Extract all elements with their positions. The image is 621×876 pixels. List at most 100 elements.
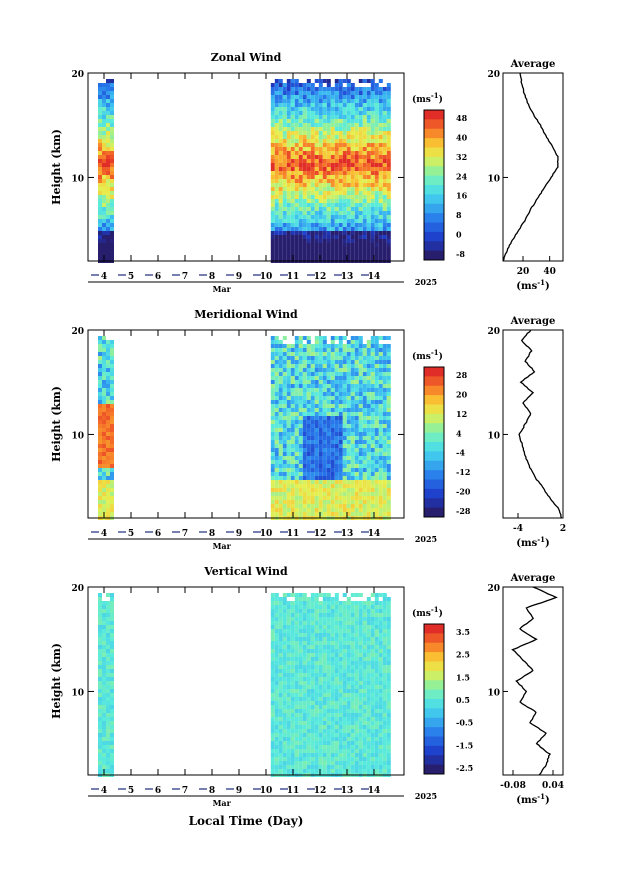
heatmap-cell (302, 464, 307, 468)
heatmap-cell (330, 103, 335, 107)
x-tick-label: 4 (101, 529, 107, 539)
heatmap-cell (298, 769, 303, 773)
heatmap-cell (294, 601, 299, 605)
heatmap-cell (110, 223, 114, 227)
heatmap-cell (98, 757, 102, 761)
heatmap-cell (370, 657, 375, 661)
heatmap-cell (362, 127, 367, 131)
heatmap-cell (346, 344, 351, 348)
heatmap-cell (326, 440, 331, 444)
heatmap-cell (330, 151, 335, 155)
heatmap-cell (370, 199, 375, 203)
heatmap-cell (270, 123, 275, 127)
heatmap-cell (106, 187, 110, 191)
heatmap-cell (270, 765, 275, 769)
heatmap-cell (310, 187, 315, 191)
profile-x-tick-label: -4 (513, 524, 523, 534)
heatmap-cell (362, 183, 367, 187)
heatmap-cell (98, 480, 102, 484)
heatmap-cell (314, 123, 319, 127)
heatmap-cell (282, 641, 287, 645)
heatmap-cell (290, 761, 295, 765)
heatmap-cell (346, 669, 351, 673)
heatmap-cell (274, 605, 279, 609)
heatmap-cell (106, 476, 110, 480)
heatmap-cell (110, 484, 114, 488)
heatmap-cell (294, 352, 299, 356)
heatmap-cell (306, 669, 311, 673)
heatmap-cell (338, 705, 343, 709)
heatmap-cell (98, 107, 102, 111)
heatmap-cell (310, 448, 315, 452)
heatmap-cell (98, 741, 102, 745)
heatmap-cell (302, 223, 307, 227)
colorbar-label: -20 (456, 487, 471, 497)
heatmap-cell (110, 199, 114, 203)
heatmap-cell (102, 223, 106, 227)
heatmap-cell (106, 199, 110, 203)
heatmap-cell (270, 468, 275, 472)
heatmap-cell (310, 191, 315, 195)
heatmap-cell (350, 384, 355, 388)
heatmap-cell (110, 725, 114, 729)
heatmap-cell (106, 251, 110, 255)
heatmap-cell (378, 701, 383, 705)
heatmap-cell (310, 239, 315, 243)
heatmap-cell (374, 456, 379, 460)
heatmap-cell (358, 685, 363, 689)
heatmap-cell (330, 753, 335, 757)
heatmap-cell (110, 139, 114, 143)
profile-y-tick-label: 20 (487, 584, 500, 594)
heatmap-cell (298, 143, 303, 147)
x-tick-label: 6 (155, 786, 161, 796)
heatmap-cell (354, 593, 359, 597)
heatmap-cell (294, 203, 299, 207)
heatmap-cell (102, 348, 106, 352)
heatmap-cell (318, 183, 323, 187)
heatmap-cell (374, 95, 379, 99)
heatmap-cell (358, 123, 363, 127)
heatmap-cell (382, 143, 387, 147)
heatmap-cell (102, 400, 106, 404)
heatmap-cell (370, 621, 375, 625)
heatmap-cell (354, 99, 359, 103)
heatmap-cell (338, 504, 343, 508)
profile-y-tick-label: 20 (487, 70, 500, 80)
heatmap-cell (270, 203, 275, 207)
heatmap-cell (290, 717, 295, 721)
heatmap-cell (278, 669, 283, 673)
heatmap-cell (310, 733, 315, 737)
heatmap-cell (358, 733, 363, 737)
heatmap-cell (338, 765, 343, 769)
heatmap-cell (110, 625, 114, 629)
heatmap-cell (102, 605, 106, 609)
heatmap-cell (354, 464, 359, 468)
heatmap-cell (318, 95, 323, 99)
heatmap-cell (342, 388, 347, 392)
heatmap-cell (350, 227, 355, 231)
heatmap-cell (318, 729, 323, 733)
x-tick-label: 5 (128, 272, 134, 282)
heatmap-cell (358, 167, 363, 171)
heatmap-cell (366, 380, 371, 384)
heatmap-cell (302, 95, 307, 99)
heatmap-cell (374, 617, 379, 621)
heatmap-cell (334, 492, 339, 496)
heatmap-cell (98, 348, 102, 352)
heatmap-cell (322, 737, 327, 741)
heatmap-cell (322, 753, 327, 757)
heatmap-cell (386, 661, 391, 665)
heatmap-cell (346, 597, 351, 601)
heatmap-cell (322, 179, 327, 183)
heatmap-cell (302, 689, 307, 693)
heatmap-cell (354, 484, 359, 488)
heatmap-cell (318, 163, 323, 167)
heatmap-cell (318, 701, 323, 705)
heatmap-cell (298, 733, 303, 737)
heatmap-cell (366, 432, 371, 436)
heatmap-cell (106, 761, 110, 765)
colorbar-unit-exp: -1 (431, 348, 439, 357)
heatmap-cell (274, 753, 279, 757)
heatmap-cell (294, 653, 299, 657)
heatmap-cell (330, 440, 335, 444)
